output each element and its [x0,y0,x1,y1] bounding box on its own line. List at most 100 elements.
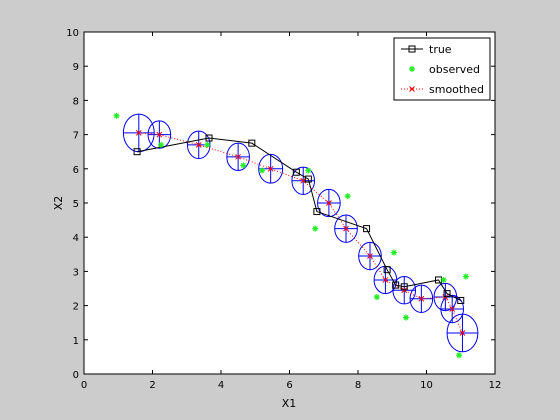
y-tick-label-3: 3 [73,267,79,278]
legend-smoothed-marker [409,86,415,92]
observed-point-2-d2 [204,142,210,148]
observed-point-0 [113,112,120,119]
smoothed-point-4 [267,165,274,172]
smoothed-point-0 [135,130,142,136]
legend-smoothed-label: smoothed [429,83,484,96]
smoothed-point-3 [235,153,241,160]
smoothed-series [135,130,466,336]
y-tick-label-5: 5 [73,199,79,210]
y-tick-label-4: 4 [73,233,79,244]
observed-point-5 [305,167,312,174]
legend-observed-asterisk [409,66,415,72]
observed-point-11-d2 [441,277,447,283]
smoothed-point-11 [418,295,425,302]
x-tick-label-0: 0 [81,380,87,391]
true-point-8 [392,281,400,289]
smoothed-point-11-stroke-b [418,295,425,302]
legend-entry-true: true [401,43,452,56]
legend-true-label: true [429,43,452,56]
smoothed-point-7 [343,225,349,232]
observed-point-6-d2 [312,226,318,232]
true-point-1 [205,134,213,142]
x-tick-label-1: 2 [149,380,155,391]
smoothed-point-14 [459,330,466,336]
observed-point-7-d2 [345,193,351,199]
observed-point-13 [462,273,469,280]
observed-point-1-d2 [158,142,164,148]
smoothed-point-1-stroke-b [156,131,163,138]
observed-point-13-d2 [463,274,469,280]
observed-series [113,112,469,359]
true-point-5 [313,208,321,216]
smoothed-point-2-stroke-b [195,142,202,148]
y-tick-label-7: 7 [73,131,79,142]
legend: true observed smoothed [393,37,491,101]
legend-observed-asterisk-d2 [409,66,415,72]
observed-point-9-d2 [391,250,397,256]
x-tick-label-6: 12 [489,380,502,391]
y-axis-label: X2 [52,196,65,211]
legend-observed-label: observed [429,63,480,76]
smoothed-point-4-stroke-b [267,165,274,172]
true-point-7 [383,266,391,274]
observed-point-4 [259,167,266,174]
observed-point-10 [402,314,409,321]
observed-point-3 [240,162,247,169]
legend-smoothed-x [409,86,415,92]
observed-point-7 [344,193,351,200]
observed-point-3-d2 [240,162,246,168]
smoothed-point-9 [382,277,389,283]
x-tick-label-5: 10 [420,380,433,391]
smoothed-point-0-stroke-b [135,130,142,136]
true-point-3 [292,168,300,176]
true-point-4 [304,175,312,183]
true-line [136,137,461,301]
smoothed-point-2 [195,142,202,148]
smoothed-point-6-stroke-b [326,200,332,206]
true-point-2 [248,139,256,147]
y-tick-label-9: 9 [73,62,79,73]
observed-point-4-d2 [259,167,265,174]
observed-point-11 [440,276,447,283]
observed-point-8-d2 [374,294,380,300]
smoothed-line [138,132,463,334]
smoothed-point-1 [156,131,163,138]
x-tick-label-2: 4 [218,380,224,391]
smoothed-point-8 [367,253,373,259]
observed-point-1 [158,141,165,148]
observed-point-8 [373,294,380,301]
observed-point-12 [456,352,463,359]
observed-point-0-d2 [114,113,120,119]
true-series [133,134,465,304]
smoothed-point-6 [326,200,332,206]
smoothed-point-3-stroke-b [235,153,241,160]
y-tick-label-10: 10 [66,28,79,39]
true-point-9 [400,283,408,291]
y-tick-label-0: 0 [73,370,79,381]
legend-smoothed-x-stroke-b [409,86,415,92]
smoothed-point-9-stroke-b [382,277,389,283]
smoothed-point-13-stroke-b [449,306,456,312]
x-tick-label-3: 6 [286,380,292,391]
x-axis-label: X1 [282,397,297,410]
observed-point-6 [312,225,319,232]
observed-point-9 [390,249,397,256]
true-point-6 [363,225,371,233]
observed-point-2 [204,141,211,148]
smoothed-point-14-stroke-b [459,330,466,336]
legend-true-marker [408,45,416,53]
true-point-0 [133,148,141,156]
y-tick-label-2: 2 [73,302,79,313]
true-point-11 [443,290,451,298]
observed-point-5-d2 [305,167,311,174]
legend-observed-marker [409,66,415,72]
legend-entry-smoothed: smoothed [401,83,484,96]
smoothed-point-7-stroke-b [343,225,349,232]
observed-point-12-d2 [456,352,462,358]
smoothed-point-13 [449,306,456,312]
smoothed-point-8-stroke-b [367,253,373,259]
legend-entry-observed: observed [409,63,480,76]
observed-point-10-d2 [403,315,409,321]
